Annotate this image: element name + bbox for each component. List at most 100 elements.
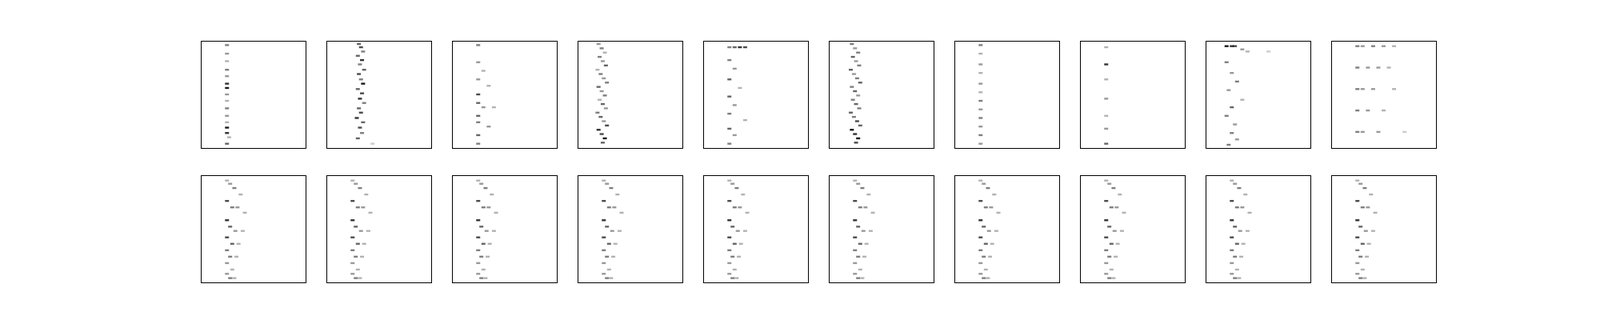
cell (1113, 256, 1118, 258)
cell (739, 243, 744, 245)
cell (596, 85, 601, 88)
cell (1368, 193, 1373, 196)
cell (727, 128, 732, 130)
cell (727, 46, 732, 48)
cell (356, 88, 360, 90)
cell (486, 84, 491, 87)
cell (360, 50, 365, 52)
cell (228, 256, 232, 258)
cell (732, 104, 737, 106)
panel-frame (1206, 41, 1312, 149)
panel-cells (1355, 45, 1407, 134)
cell (353, 183, 358, 185)
cell (604, 81, 609, 84)
cell (852, 90, 857, 92)
cell (1104, 272, 1108, 275)
cell (1355, 109, 1360, 112)
cell (994, 229, 999, 232)
cell (856, 52, 860, 54)
cell (481, 206, 486, 208)
cell (737, 87, 742, 89)
cell (1358, 276, 1363, 279)
cell (1355, 200, 1360, 202)
panel-frame (829, 176, 935, 284)
cell (856, 64, 861, 67)
cell (1232, 123, 1237, 125)
cell (858, 81, 863, 84)
cell (1355, 66, 1360, 68)
cell (855, 77, 860, 80)
cell (852, 272, 857, 275)
cell (978, 52, 983, 55)
cell (608, 187, 613, 189)
cell (1365, 66, 1370, 68)
cell (479, 256, 484, 258)
panel-cells (224, 180, 247, 280)
cell (736, 229, 740, 232)
panel-frame (201, 176, 307, 284)
cell (1387, 66, 1392, 68)
cell (1362, 187, 1367, 189)
cell (483, 276, 488, 279)
cell (1229, 106, 1234, 108)
cell (1355, 88, 1360, 90)
cell (978, 249, 983, 252)
cell (1104, 46, 1108, 48)
cell (224, 68, 229, 71)
cell (603, 52, 608, 54)
cell (360, 59, 364, 61)
cell (1358, 183, 1363, 185)
cell (476, 262, 480, 264)
cell (734, 276, 739, 279)
cell (856, 225, 860, 228)
cell (601, 272, 606, 275)
cell (224, 82, 229, 84)
cell (1107, 183, 1112, 185)
panel-cells (1104, 180, 1126, 280)
cell (745, 212, 750, 214)
panel-frame (578, 176, 684, 284)
panel-cells (852, 180, 875, 280)
cell (736, 256, 741, 258)
panel-cells (476, 44, 496, 145)
cell (224, 249, 229, 252)
cell (727, 95, 732, 97)
cell (224, 115, 229, 117)
cell (607, 206, 612, 208)
cell (978, 44, 983, 46)
cell (607, 243, 612, 245)
cell (1224, 45, 1229, 48)
cell (232, 187, 236, 189)
cell (871, 212, 876, 214)
cell (1362, 276, 1367, 279)
cell (1240, 99, 1244, 101)
cell (1107, 225, 1112, 228)
cell (228, 276, 232, 279)
panel-cells (1224, 45, 1271, 147)
cell (727, 249, 732, 252)
cell (1367, 243, 1372, 245)
cell (604, 256, 609, 258)
cell (987, 229, 992, 232)
cell (852, 180, 857, 182)
cell (360, 256, 364, 258)
cell (479, 225, 484, 228)
cell (1376, 131, 1380, 133)
cell (476, 200, 480, 202)
cell (224, 132, 229, 134)
cell (852, 249, 857, 252)
cell (858, 124, 863, 127)
cell (1104, 236, 1108, 239)
cell (362, 68, 367, 71)
cell (1232, 45, 1237, 48)
panel-frame (452, 176, 558, 284)
cell (848, 68, 853, 71)
cell (600, 103, 605, 105)
cell (1360, 88, 1365, 90)
cell (856, 107, 861, 109)
cell (1116, 243, 1120, 245)
panel-cells (727, 46, 748, 145)
cell (852, 219, 857, 221)
panel-frame (452, 41, 558, 149)
cell (1232, 276, 1237, 279)
